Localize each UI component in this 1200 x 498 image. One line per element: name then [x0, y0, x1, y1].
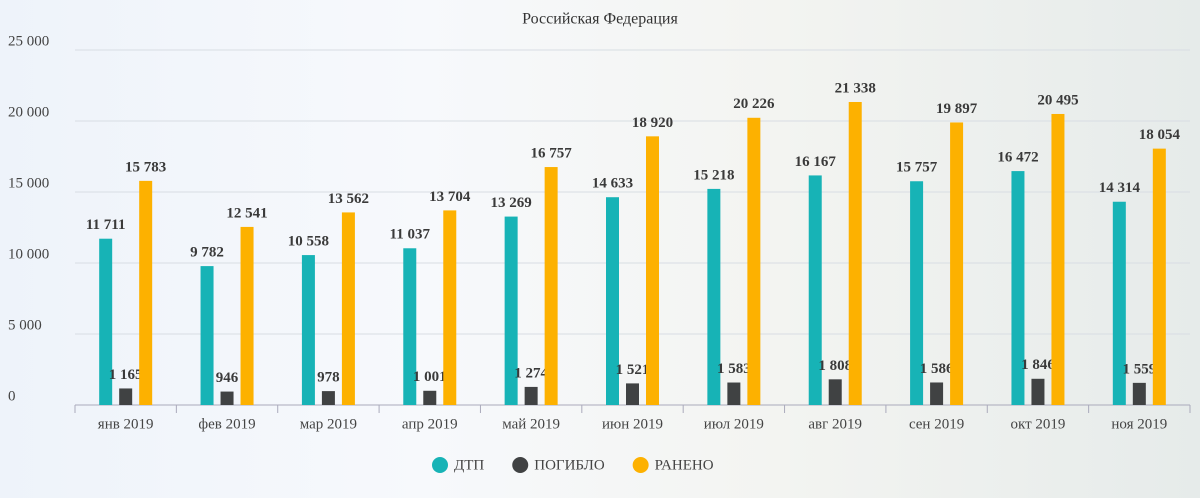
bar	[606, 197, 619, 405]
x-tick-label: авг 2019	[808, 416, 862, 432]
y-tick-label: 10 000	[8, 246, 49, 262]
value-label: 1 521	[616, 362, 650, 378]
y-tick-label: 0	[8, 388, 16, 404]
bar	[119, 388, 133, 405]
bar	[950, 122, 964, 406]
value-label: 16 167	[795, 154, 837, 170]
x-tick-label: фев 2019	[198, 416, 255, 432]
value-label: 19 897	[936, 101, 978, 117]
value-label: 14 633	[592, 176, 633, 192]
bar	[848, 102, 862, 405]
bar	[646, 136, 659, 405]
bar	[504, 216, 518, 405]
bar	[544, 167, 558, 405]
x-tick-label: апр 2019	[402, 416, 458, 432]
x-tick-label: мар 2019	[300, 416, 357, 432]
y-tick-label: 5 000	[8, 317, 42, 333]
bar	[747, 117, 761, 405]
value-label: 16 757	[531, 145, 573, 161]
value-label: 15 218	[693, 167, 734, 183]
bar	[930, 382, 944, 405]
value-label: 1 846	[1021, 357, 1055, 373]
bar	[910, 181, 924, 405]
bar	[321, 391, 335, 405]
x-tick-label: июн 2019	[602, 416, 663, 432]
value-label: 11 711	[86, 217, 126, 233]
value-label: 13 562	[328, 191, 369, 207]
bar	[1051, 113, 1065, 405]
x-tick-label: сен 2019	[909, 416, 964, 432]
value-label: 14 314	[1099, 180, 1141, 196]
y-tick-label: 25 000	[8, 33, 49, 49]
value-label: 18 920	[632, 115, 673, 131]
bar	[139, 180, 153, 405]
value-label: 1 583	[717, 361, 751, 377]
bar	[1132, 382, 1146, 405]
bar	[403, 248, 417, 405]
value-label: 20 226	[733, 96, 775, 112]
value-label: 20 495	[1037, 92, 1078, 108]
value-label: 1 165	[109, 367, 143, 383]
bar	[808, 175, 822, 405]
bar	[423, 390, 437, 405]
bar	[301, 255, 315, 405]
value-label: 16 472	[997, 150, 1038, 166]
legend-marker	[512, 457, 529, 473]
bar	[1152, 148, 1166, 406]
x-tick-label: июл 2019	[704, 416, 764, 432]
bar	[707, 188, 721, 405]
bar	[1011, 171, 1025, 405]
value-label: 13 269	[491, 195, 532, 211]
value-label: 21 338	[835, 80, 876, 96]
x-tick-label: окт 2019	[1011, 416, 1066, 432]
bar	[240, 226, 254, 405]
bar	[200, 266, 214, 405]
legend-label: РАНЕНО	[655, 457, 714, 473]
value-label: 11 037	[390, 227, 431, 243]
bar	[443, 210, 457, 405]
bar	[626, 383, 639, 405]
bar	[99, 238, 113, 405]
value-label: 1 274	[514, 365, 548, 381]
x-tick-label: май 2019	[502, 416, 560, 432]
legend-label: ДТП	[454, 457, 484, 473]
bar	[220, 391, 234, 405]
value-label: 1 586	[920, 361, 954, 377]
legend-marker	[432, 457, 448, 473]
x-tick-label: янв 2019	[98, 416, 154, 432]
y-tick-label: 15 000	[8, 175, 49, 191]
bar	[341, 212, 355, 405]
value-label: 15 783	[125, 159, 166, 175]
value-label: 1 808	[818, 358, 852, 374]
x-tick-label: ноя 2019	[1111, 416, 1167, 432]
bar	[524, 386, 538, 405]
value-label: 946	[216, 370, 239, 386]
value-label: 1 559	[1122, 361, 1156, 377]
value-label: 10 558	[288, 234, 329, 250]
value-label: 1 001	[413, 369, 447, 385]
bar	[1031, 378, 1045, 405]
legend-label: ПОГИБЛО	[534, 457, 605, 473]
value-label: 12 541	[226, 205, 267, 221]
bar	[1112, 201, 1126, 405]
value-label: 13 704	[429, 189, 471, 205]
value-label: 9 782	[190, 245, 224, 261]
y-tick-label: 20 000	[8, 104, 49, 120]
bar	[828, 379, 842, 405]
legend-marker	[632, 457, 649, 473]
bar	[727, 382, 741, 405]
chart-title: Российская Федерация	[522, 11, 678, 28]
value-label: 15 757	[896, 160, 938, 176]
value-label: 18 054	[1139, 127, 1181, 143]
value-label: 978	[317, 370, 340, 386]
